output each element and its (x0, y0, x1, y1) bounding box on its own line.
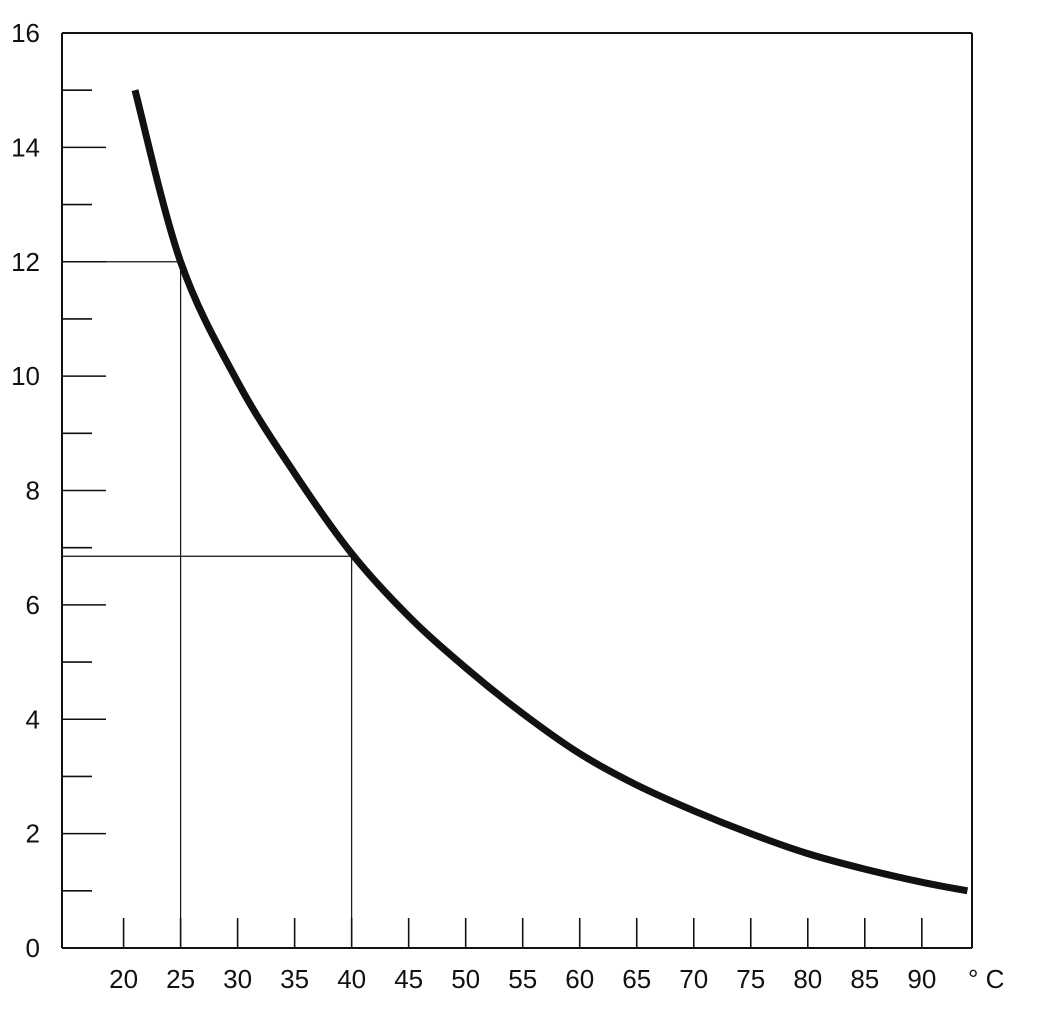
x-tick-label: 45 (394, 964, 423, 994)
x-tick-label: 60 (565, 964, 594, 994)
x-tick-label: 75 (736, 964, 765, 994)
y-tick-label: 2 (26, 819, 40, 849)
y-tick-label: 14 (11, 132, 40, 162)
x-tick-label: 80 (793, 964, 822, 994)
x-tick-label: 70 (679, 964, 708, 994)
y-tick-label: 8 (26, 476, 40, 506)
y-tick-label: 10 (11, 361, 40, 391)
y-tick-label: 6 (26, 590, 40, 620)
y-tick-label: 16 (11, 18, 40, 48)
plot-frame (61, 32, 973, 949)
y-tick-label: 12 (11, 247, 40, 277)
x-tick-label: 50 (451, 964, 480, 994)
x-tick-label: 90 (907, 964, 936, 994)
y-axis-ticks: 0 2 4 6 8 10 12 14 16 (11, 18, 106, 963)
curve-group (131, 89, 969, 895)
x-tick-label: 85 (850, 964, 879, 994)
y-tick-label: 0 (26, 933, 40, 963)
x-tick-label: 65 (622, 964, 651, 994)
x-axis-ticks: 20 25 30 35 40 45 50 55 60 65 70 75 80 85 90 (109, 918, 936, 994)
x-axis-unit-label: ° C (968, 964, 1004, 994)
series-curve (131, 89, 969, 895)
x-tick-label: 30 (223, 964, 252, 994)
x-tick-label: 55 (508, 964, 537, 994)
x-tick-label: 35 (280, 964, 309, 994)
y-tick-label: 4 (26, 704, 40, 734)
x-tick-label: 20 (109, 964, 138, 994)
x-tick-label: 25 (166, 964, 195, 994)
x-tick-label: 40 (337, 964, 366, 994)
